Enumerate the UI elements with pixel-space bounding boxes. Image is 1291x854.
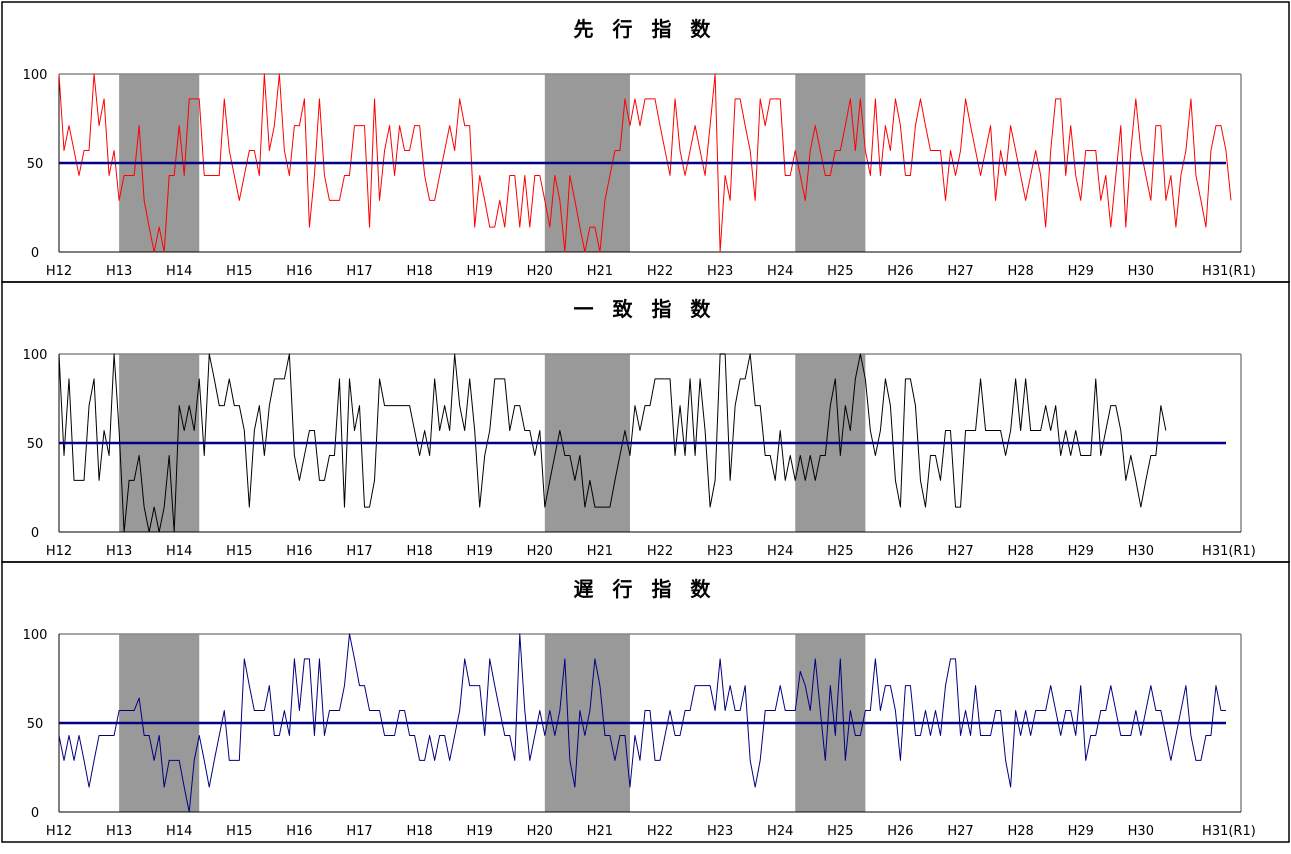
- x-tick-label: H14: [166, 264, 192, 279]
- x-tick-label: H29: [1068, 544, 1094, 559]
- y-tick-label: 0: [31, 246, 39, 261]
- x-tick-label: H15: [226, 544, 252, 559]
- x-tick-label: H28: [1007, 264, 1033, 279]
- x-tick-label: H23: [707, 264, 733, 279]
- index-series-line: [58, 353, 1167, 533]
- x-tick-label: H15: [226, 264, 252, 279]
- x-tick-label: H29: [1068, 824, 1094, 839]
- x-tick-label: H23: [707, 544, 733, 559]
- x-tick-label: H22: [647, 264, 673, 279]
- x-tick-label: H23: [707, 824, 733, 839]
- x-tick-label: H24: [767, 544, 793, 559]
- x-tick-label: H17: [346, 824, 372, 839]
- x-tick-label: H18: [406, 264, 432, 279]
- x-tick-label: H26: [887, 544, 913, 559]
- x-tick-label: H26: [887, 824, 913, 839]
- panel-title: 先 行 指 数: [574, 17, 717, 41]
- x-tick-label: H30: [1128, 264, 1154, 279]
- x-tick-label: H12: [46, 264, 72, 279]
- x-tick-label: H28: [1007, 824, 1033, 839]
- chart-panel-2: 一 致 指 数 0 50 100 H12 H13 H14 H15 H16 H17 H18 H19 H20…: [1, 281, 1290, 563]
- x-tick-label: H22: [647, 824, 673, 839]
- chart-panel-1: 先 行 指 数 0 50 100 H12 H13 H14 H15 H16 H17 H18 H19 H20…: [1, 1, 1290, 283]
- y-tick-label: 100: [23, 348, 48, 363]
- x-tick-label: H25: [827, 264, 853, 279]
- x-tick-label: H14: [166, 824, 192, 839]
- x-tick-label: H25: [827, 824, 853, 839]
- x-tick-label: H27: [947, 264, 973, 279]
- y-tick-label: 50: [27, 437, 44, 452]
- y-tick-label: 50: [27, 717, 44, 732]
- x-tick-label: H29: [1068, 264, 1094, 279]
- x-tick-label: H21: [587, 544, 613, 559]
- y-tick-label: 0: [31, 806, 39, 821]
- x-tick-label: H21: [587, 824, 613, 839]
- x-tick-label: H14: [166, 544, 192, 559]
- panel-title: 一 致 指 数: [574, 297, 717, 321]
- x-tick-label: H13: [106, 544, 132, 559]
- x-tick-label: H13: [106, 824, 132, 839]
- x-tick-label: H16: [286, 824, 312, 839]
- x-tick-label: H20: [527, 264, 553, 279]
- y-tick-label: 100: [23, 68, 48, 83]
- x-tick-label: H31(R1): [1202, 264, 1256, 279]
- y-tick-label: 50: [27, 157, 44, 172]
- x-tick-label: H15: [226, 824, 252, 839]
- x-tick-label: H18: [406, 544, 432, 559]
- x-tick-label: H17: [346, 544, 372, 559]
- x-tick-label: H19: [467, 544, 493, 559]
- x-tick-label: H27: [947, 544, 973, 559]
- x-tick-label: H31(R1): [1202, 824, 1256, 839]
- x-tick-label: H17: [346, 264, 372, 279]
- panel-frame: [1, 561, 1290, 843]
- x-tick-label: H12: [46, 544, 72, 559]
- x-tick-label: H13: [106, 264, 132, 279]
- x-tick-label: H22: [647, 544, 673, 559]
- index-series-line: [58, 633, 1226, 813]
- x-tick-label: H26: [887, 264, 913, 279]
- x-tick-label: H19: [467, 264, 493, 279]
- x-tick-label: H18: [406, 824, 432, 839]
- x-tick-label: H21: [587, 264, 613, 279]
- x-tick-label: H16: [286, 264, 312, 279]
- x-tick-label: H24: [767, 264, 793, 279]
- x-tick-label: H30: [1128, 544, 1154, 559]
- x-tick-label: H31(R1): [1202, 544, 1256, 559]
- x-tick-label: H27: [947, 824, 973, 839]
- x-tick-label: H30: [1128, 824, 1154, 839]
- x-tick-label: H20: [527, 544, 553, 559]
- index-series-line: [58, 73, 1232, 253]
- y-tick-label: 100: [23, 628, 48, 643]
- x-tick-label: H20: [527, 824, 553, 839]
- x-tick-label: H12: [46, 824, 72, 839]
- y-tick-label: 0: [31, 526, 39, 541]
- x-tick-label: H19: [467, 824, 493, 839]
- x-tick-label: H28: [1007, 544, 1033, 559]
- x-tick-label: H16: [286, 544, 312, 559]
- panel-title: 遅 行 指 数: [574, 577, 717, 601]
- x-tick-label: H24: [767, 824, 793, 839]
- chart-panel-3: 遅 行 指 数 0 50 100 H12 H13 H14 H15 H16 H17 H18 H19 H20…: [1, 561, 1290, 843]
- x-tick-label: H25: [827, 544, 853, 559]
